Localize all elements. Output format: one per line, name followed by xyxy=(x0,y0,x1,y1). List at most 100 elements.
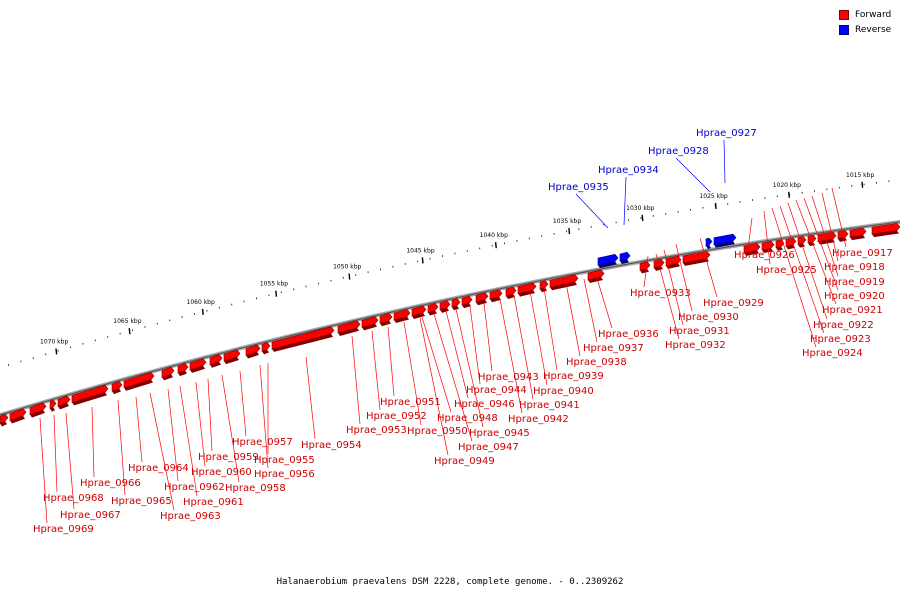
leader-line xyxy=(623,176,627,226)
gene-shadow xyxy=(762,248,773,254)
ruler-minor-tick xyxy=(367,271,369,273)
ruler-minor-tick xyxy=(268,294,270,297)
gene-hprae_0948 xyxy=(379,313,393,324)
gene-label: Hprae_0948 xyxy=(437,413,498,424)
gene-hprae_0937 xyxy=(539,280,549,290)
ruler-minor-tick xyxy=(739,201,741,203)
gene-label: Hprae_0954 xyxy=(301,440,362,451)
gene-hprae_0934 xyxy=(619,251,631,262)
gene-label: Hprae_0956 xyxy=(254,469,315,480)
leader-line xyxy=(39,417,48,524)
gene-shadow xyxy=(598,261,617,269)
gene-shadow xyxy=(30,409,45,418)
gene-label: Hprae_0930 xyxy=(678,312,739,323)
gene-label: Hprae_0934 xyxy=(598,165,659,176)
leader-line xyxy=(723,139,726,184)
gene-shadow xyxy=(190,365,205,373)
ruler-minor-tick xyxy=(82,343,84,345)
gene-label: Hprae_0949 xyxy=(434,456,495,467)
leader-line xyxy=(419,317,449,456)
leader-line xyxy=(811,195,839,277)
gene-label: Hprae_0937 xyxy=(583,343,644,354)
gene-hprae_0928 xyxy=(705,237,713,247)
ruler-minor-tick xyxy=(380,268,381,271)
leader-line xyxy=(595,274,613,329)
ruler-tick-label: 1040 kbp xyxy=(480,232,508,239)
ruler-minor-tick xyxy=(342,276,344,279)
leader-line xyxy=(179,385,198,497)
gene-hprae_0945 xyxy=(427,302,439,313)
gene-label: Hprae_0969 xyxy=(33,524,94,535)
ruler-tick-label: 1070 kbp xyxy=(40,338,68,345)
gene-shadow xyxy=(246,351,259,359)
gene-shadow xyxy=(0,421,7,427)
ruler-tick-label: 1045 kbp xyxy=(406,247,434,254)
ruler-minor-tick xyxy=(702,206,704,209)
leader-line xyxy=(699,237,718,298)
leader-line xyxy=(675,157,711,193)
leader-line xyxy=(795,199,837,305)
ruler-tick-label: 1020 kbp xyxy=(773,182,801,189)
gene-hprae_0932 xyxy=(639,261,651,271)
legend-forward: Forward xyxy=(839,10,891,20)
gene-hprae_0950 xyxy=(337,320,361,334)
gene-hprae_0935 xyxy=(597,254,619,266)
leader-line xyxy=(387,326,395,397)
ruler-minor-tick xyxy=(454,252,456,255)
ruler-minor-tick xyxy=(8,364,9,366)
ruler-minor-tick xyxy=(652,215,654,217)
gene-hprae_0964 xyxy=(29,402,47,416)
leader-line xyxy=(195,381,206,467)
ruler-minor-tick xyxy=(690,208,691,211)
leader-line xyxy=(575,193,609,229)
genome-caption: Halanaerobium praevalens DSM 2228, compl… xyxy=(276,577,624,587)
gene-hprae_0966 xyxy=(0,413,9,424)
leader-line xyxy=(433,313,473,442)
ruler-minor-tick xyxy=(256,297,257,300)
ruler-minor-tick xyxy=(107,336,109,338)
ruler-minor-tick xyxy=(677,211,679,213)
leader-line xyxy=(643,255,649,288)
gene-label: Hprae_0961 xyxy=(183,497,244,508)
gene-label: Hprae_0925 xyxy=(756,265,817,276)
ruler-minor-tick xyxy=(392,265,394,268)
gene-shadow xyxy=(683,258,709,266)
ruler-major-tick xyxy=(714,202,717,209)
leader-line xyxy=(565,282,581,357)
gene-hprae_0956 xyxy=(189,358,207,371)
ruler-minor-tick xyxy=(826,188,828,191)
gene-hprae_0960 xyxy=(111,380,123,392)
leader-line xyxy=(779,205,825,334)
leader-line xyxy=(305,356,316,440)
ruler-minor-tick xyxy=(330,279,332,282)
ruler-tick-label: 1025 kbp xyxy=(699,193,727,200)
gene-label: Hprae_0951 xyxy=(380,397,441,408)
ruler-minor-tick xyxy=(863,183,865,186)
gene-shadow xyxy=(72,392,107,406)
ruler-minor-tick xyxy=(94,339,96,342)
gene-hprae_0946 xyxy=(411,305,427,317)
ruler-minor-tick xyxy=(888,180,890,182)
ruler-minor-tick xyxy=(57,349,59,352)
leader-line xyxy=(91,406,95,478)
gene-shadow xyxy=(744,250,759,256)
leader-line xyxy=(207,378,213,452)
gene-label: Hprae_0928 xyxy=(648,146,709,157)
leader-line xyxy=(513,294,534,400)
gene-shadow xyxy=(162,374,173,381)
gene-hprae_0962 xyxy=(57,395,71,407)
ruler-minor-tick xyxy=(491,245,493,247)
ruler-minor-tick xyxy=(516,240,518,242)
ruler-minor-tick xyxy=(528,237,530,240)
ruler-tick-label: 1030 kbp xyxy=(626,205,654,212)
gene-label: Hprae_0950 xyxy=(407,426,468,437)
ruler-minor-tick xyxy=(640,217,642,219)
gene-shadow xyxy=(640,268,649,274)
gene-hprae_0940 xyxy=(489,289,503,300)
reverse-swatch xyxy=(839,25,849,35)
ruler-minor-tick xyxy=(293,288,295,291)
legend-reverse: Reverse xyxy=(839,25,891,35)
gene-label: Hprae_0922 xyxy=(813,320,874,331)
gene-hprae_0944 xyxy=(439,300,451,311)
gene-label: Hprae_0955 xyxy=(254,455,315,466)
